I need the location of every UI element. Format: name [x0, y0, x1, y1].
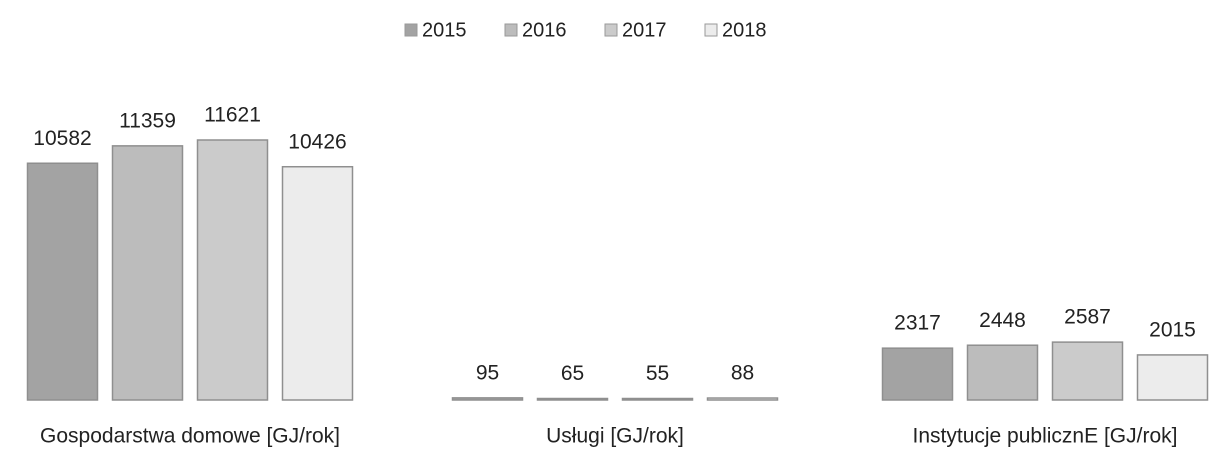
data-label: 2448	[979, 309, 1026, 332]
data-label: 65	[561, 362, 584, 385]
bar	[111, 145, 184, 401]
legend-swatch	[704, 23, 718, 37]
data-label: 2587	[1064, 306, 1111, 329]
bar	[706, 397, 779, 401]
data-label: 88	[731, 362, 754, 385]
data-label: 10582	[33, 127, 91, 150]
bar	[1136, 354, 1209, 401]
x-tick-label: Gospodarstwa domowe [GJ/rok]	[40, 425, 340, 448]
legend-swatch	[604, 23, 618, 37]
x-tick-label: Usługi [GJ/rok]	[546, 425, 684, 448]
bar	[281, 165, 354, 401]
bar	[966, 344, 1039, 401]
data-label: 95	[476, 361, 499, 384]
legend-swatch	[404, 23, 418, 37]
bar	[196, 139, 269, 401]
data-label: 2317	[894, 312, 941, 335]
bar	[621, 397, 694, 401]
bar	[26, 162, 99, 401]
legend-label: 2017	[622, 19, 667, 41]
data-label: 10426	[288, 130, 346, 153]
data-label: 2015	[1149, 318, 1196, 341]
legend-swatch	[504, 23, 518, 37]
data-label: 11359	[119, 109, 176, 132]
legend-label: 2016	[522, 19, 567, 41]
bar	[451, 397, 524, 401]
x-tick-label: Instytucje publicznE [GJ/rok]	[913, 425, 1178, 448]
data-label: 11621	[204, 104, 261, 127]
bar	[1051, 341, 1124, 401]
bar	[881, 347, 954, 401]
bar	[536, 397, 609, 401]
legend-label: 2018	[722, 19, 767, 41]
legend-label: 2015	[422, 19, 467, 41]
data-label: 55	[646, 362, 669, 385]
